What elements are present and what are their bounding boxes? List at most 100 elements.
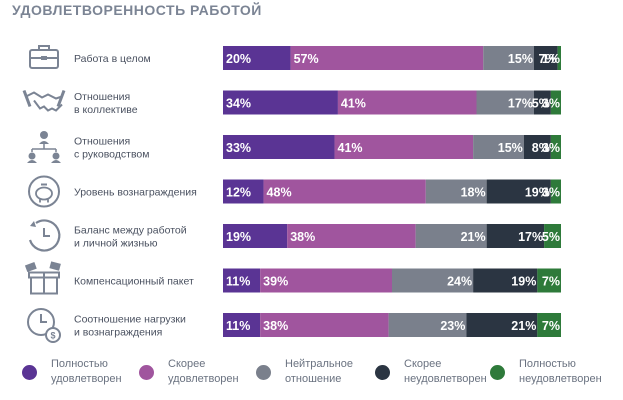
- bar-segment: [260, 268, 392, 293]
- data-label: 38%: [290, 230, 315, 244]
- legend-item: Нейтральное отношение: [256, 356, 353, 388]
- bar-segment: [223, 135, 335, 159]
- bar-segment: [557, 46, 561, 70]
- piggy-bank-icon: [28, 175, 60, 208]
- data-label: 48%: [267, 186, 292, 200]
- data-label: 17%: [508, 97, 533, 111]
- data-label: 8%: [532, 141, 550, 155]
- legend-item: Скорее неудовлетворен: [375, 356, 487, 388]
- bar-segment: [544, 224, 561, 248]
- bar-segment: [533, 46, 558, 70]
- legend-swatch: [139, 364, 154, 380]
- bar-segment: [537, 313, 561, 337]
- category-label: Отношения в коллективе: [74, 91, 138, 116]
- legend-swatch: [256, 364, 271, 380]
- legend-item: Скорее удовлетворен: [139, 356, 239, 388]
- bar-segment: [473, 135, 524, 159]
- bar-segment: [473, 268, 538, 293]
- bar-segment: [223, 46, 291, 70]
- legend-swatch: [490, 364, 505, 380]
- data-label: 38%: [263, 319, 288, 333]
- bar-segment: [523, 135, 551, 159]
- data-label: 5%: [542, 230, 560, 244]
- legend-label: Нейтральное отношение: [285, 358, 353, 385]
- data-label: 1%: [542, 52, 560, 66]
- bar-segment: [223, 179, 264, 204]
- category-label: Уровень вознаграждения: [74, 187, 197, 199]
- data-label: 19%: [525, 186, 550, 200]
- data-label: 33%: [226, 141, 251, 155]
- data-label: 18%: [461, 186, 486, 200]
- category-label: Соотношение нагрузки и вознаграждения: [74, 314, 186, 339]
- bar-segment: [533, 90, 551, 115]
- data-label: 21%: [511, 319, 536, 333]
- bar-segment: [486, 179, 551, 204]
- clock-coin-icon: $: [27, 308, 61, 343]
- data-label: 19%: [226, 230, 251, 244]
- data-label: 3%: [542, 186, 560, 200]
- bar-segment: [337, 90, 477, 115]
- bar-segment: [415, 224, 487, 248]
- data-label: 12%: [226, 186, 251, 200]
- legend-label: Скорее неудовлетворен: [404, 358, 487, 385]
- data-label: 7%: [542, 275, 560, 289]
- handshake-icon: [22, 89, 66, 112]
- data-label: 11%: [226, 275, 250, 289]
- legend-label: Скорее удовлетворен: [168, 358, 239, 385]
- bar-segment: [223, 90, 338, 115]
- data-label: 15%: [498, 141, 523, 155]
- bar-segment: [392, 268, 474, 293]
- svg-text:$: $: [50, 331, 55, 341]
- data-label: 17%: [518, 230, 543, 244]
- data-label: 41%: [338, 141, 363, 155]
- bar-segment: [483, 46, 534, 70]
- legend-item: Полностью удовлетворен: [22, 356, 122, 388]
- data-label: 7%: [542, 319, 560, 333]
- org-chart-icon: [27, 131, 61, 163]
- bar-segment: [223, 268, 261, 293]
- data-label: 3%: [542, 141, 560, 155]
- bar-segment: [550, 135, 561, 159]
- bar-segment: [334, 135, 474, 159]
- category-label: Компенсационный пакет: [74, 276, 194, 288]
- legend-label: Полностью удовлетворен: [51, 358, 122, 385]
- data-label: 11%: [226, 319, 250, 333]
- stacked-bar-chart: Работа в целом 20% 57% 15% 7%1%Отношения в ко…: [22, 45, 561, 343]
- bar-segment: [287, 224, 416, 248]
- data-label: 15%: [508, 52, 533, 66]
- bar-segment: [260, 313, 389, 337]
- category-label: Баланс между работой и личной жизнью: [74, 225, 187, 250]
- data-label: 20%: [226, 52, 251, 66]
- legend-swatch: [22, 364, 37, 380]
- data-label: 39%: [263, 275, 288, 289]
- legend-label: Полностью неудовлетворен: [519, 358, 602, 385]
- data-label: 57%: [294, 52, 319, 66]
- bar-segment: [388, 313, 467, 337]
- bar-segment: [550, 90, 561, 115]
- data-label: 23%: [440, 319, 465, 333]
- category-label: Работа в целом: [74, 53, 151, 65]
- bar-segment: [290, 46, 484, 70]
- data-label: 19%: [511, 275, 536, 289]
- bar-segment: [550, 179, 561, 204]
- data-label: 34%: [226, 97, 251, 111]
- data-label: 41%: [341, 97, 366, 111]
- data-label: 5%: [532, 97, 550, 111]
- briefcase-icon: [29, 45, 59, 69]
- data-label: 7%: [539, 52, 557, 66]
- bar-segment: [263, 179, 426, 204]
- legend-item: Полностью неудовлетворен: [490, 356, 602, 388]
- data-label: 24%: [447, 275, 472, 289]
- data-label: 21%: [461, 230, 486, 244]
- legend-swatch: [375, 364, 390, 380]
- gift-box-icon: [24, 261, 61, 295]
- bar-segment: [425, 179, 487, 204]
- bar-segment: [466, 313, 538, 337]
- bar-segment: [476, 90, 534, 115]
- data-label: 3%: [542, 97, 560, 111]
- chart-title: УДОВЛЕТВОРЕННОСТЬ РАБОТОЙ: [12, 2, 262, 18]
- category-label: Отношения с руководством: [74, 136, 149, 161]
- bar-segment: [486, 224, 545, 248]
- bar-segment: [537, 268, 561, 293]
- bar-segment: [223, 224, 288, 248]
